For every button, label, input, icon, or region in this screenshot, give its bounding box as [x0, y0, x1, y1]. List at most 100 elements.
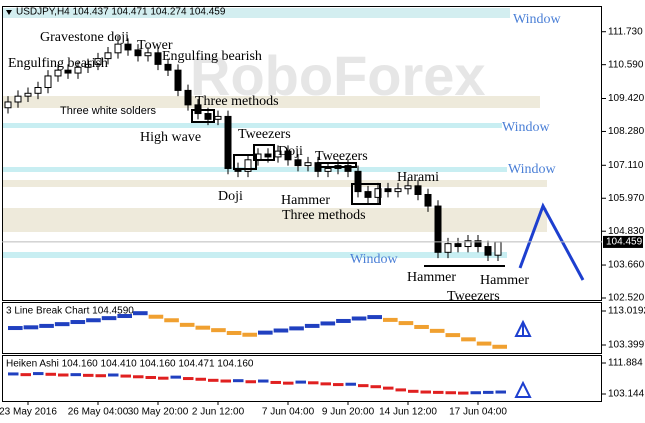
candle-body: [24, 92, 32, 97]
zone: [2, 208, 547, 232]
candle-body: [474, 240, 482, 248]
heiken-ashi-mark: [495, 390, 506, 394]
line-break-block: [476, 341, 492, 346]
annotation: Tweezers: [447, 289, 500, 304]
candle-body: [14, 95, 22, 103]
annotation: Hammer: [281, 193, 330, 208]
candle-body: [294, 159, 302, 167]
heiken-ashi-mark: [308, 381, 319, 385]
heiken-ashi-mark: [120, 374, 131, 378]
panel-title: Heiken Ashi 104.160 104.410 104.160 104.…: [6, 359, 254, 370]
line-break-block: [351, 316, 367, 321]
line-break-block: [429, 328, 445, 333]
window-zone: [2, 8, 510, 18]
candle-body: [74, 66, 82, 74]
candle-body: [444, 243, 452, 253]
heiken-ashi-mark: [95, 374, 106, 378]
heiken-ashi-mark: [470, 391, 481, 395]
annotation: Harami: [397, 170, 439, 185]
x-tick-label: 23 May 2016: [0, 407, 57, 418]
watermark: RoboForex: [190, 44, 486, 107]
candle-body: [94, 58, 102, 65]
x-tick-label: 30 May 20:00: [128, 407, 189, 418]
candle-body: [44, 75, 52, 89]
annotation: Window: [508, 162, 557, 177]
annotation: Hammer: [480, 273, 529, 288]
candle-body: [324, 167, 332, 172]
annotation: Tower: [137, 38, 173, 53]
main-panel: [4, 35, 502, 261]
line-break-block: [70, 320, 86, 325]
line-break-block: [86, 318, 101, 323]
candle-body: [34, 87, 42, 94]
heiken-ashi-mark: [183, 377, 194, 381]
forecast-zigzag: [518, 202, 585, 281]
y-tick-label: 109.420: [608, 93, 645, 104]
line-break-block: [273, 328, 289, 333]
window-zone: [2, 252, 507, 258]
heiken-ashi-mark: [158, 376, 169, 380]
heiken-ashi-mark: [20, 373, 31, 377]
x-tick-label: 17 Jun 04:00: [449, 407, 507, 418]
line-break-block: [164, 318, 179, 323]
line-break-block: [242, 332, 257, 337]
annotation: Doji: [218, 189, 243, 204]
chart-title: USDJPY,H4 104.437 104.471 104.274 104.45…: [16, 7, 226, 18]
line-break-block: [133, 311, 148, 316]
candle-body: [4, 101, 12, 109]
line-break-block: [226, 330, 242, 335]
line-break-block: [211, 328, 226, 333]
heiken-ashi-mark: [283, 381, 294, 385]
heiken-ashi-mark: [395, 388, 406, 392]
y-tick-label: 103.3997: [608, 340, 645, 351]
candle-body: [384, 188, 392, 193]
x-tick-label: 2 Jun 12:00: [192, 407, 245, 418]
candle-body: [224, 115, 232, 169]
annotation: High wave: [140, 130, 201, 145]
heiken-ashi-mark: [133, 375, 144, 379]
line-break-block: [148, 314, 164, 319]
candle-body: [134, 49, 142, 57]
heiken-ashi-mark: [145, 375, 156, 379]
candle-body: [174, 69, 182, 91]
candle-body: [124, 43, 132, 51]
candle-body: [84, 63, 92, 68]
line-break-block: [23, 325, 39, 330]
candle-body: [154, 52, 162, 65]
current-price-label: 104.459: [606, 237, 643, 248]
heiken-ashi-mark: [170, 375, 181, 379]
candle-body: [144, 52, 152, 57]
menu-arrow: [6, 10, 12, 15]
heiken-ashi-mark: [345, 382, 356, 386]
annotation: Tweezers: [315, 149, 368, 164]
panel-frame: [2, 302, 602, 354]
line-break-block: [195, 325, 211, 330]
line-break-block: [258, 330, 273, 335]
line-break-block: [461, 337, 476, 342]
line-break-block: [289, 326, 304, 331]
candle-body: [114, 43, 122, 54]
x-tick-label: 7 Jun 04:00: [262, 407, 315, 418]
y-tick-label: 105.970: [608, 193, 645, 204]
candle-body: [164, 63, 172, 71]
heiken-ashi-mark: [83, 373, 94, 377]
heiken-ashi-mark: [295, 380, 306, 384]
heiken-ashi-mark: [108, 373, 119, 377]
heiken-ashi-mark: [45, 372, 56, 376]
heiken-ashi-mark: [383, 386, 394, 390]
annotation: Engulfing bearish: [162, 49, 262, 64]
candle-body: [64, 69, 72, 74]
line-break-block: [383, 317, 398, 322]
candle-body: [394, 188, 402, 193]
heiken-ashi-mark: [420, 390, 431, 394]
y-tick-label: 102.520: [608, 293, 645, 304]
panel-frame: [2, 355, 602, 402]
candle-body: [414, 185, 422, 195]
y-tick-label: 103.660: [608, 260, 645, 271]
annotation: Window: [513, 12, 562, 27]
annotation: Three methods: [195, 94, 279, 109]
y-tick-label: 110.590: [608, 59, 644, 70]
candle-body: [404, 185, 412, 190]
heiken-ashi-mark: [70, 373, 81, 377]
line-break-block: [367, 315, 382, 320]
